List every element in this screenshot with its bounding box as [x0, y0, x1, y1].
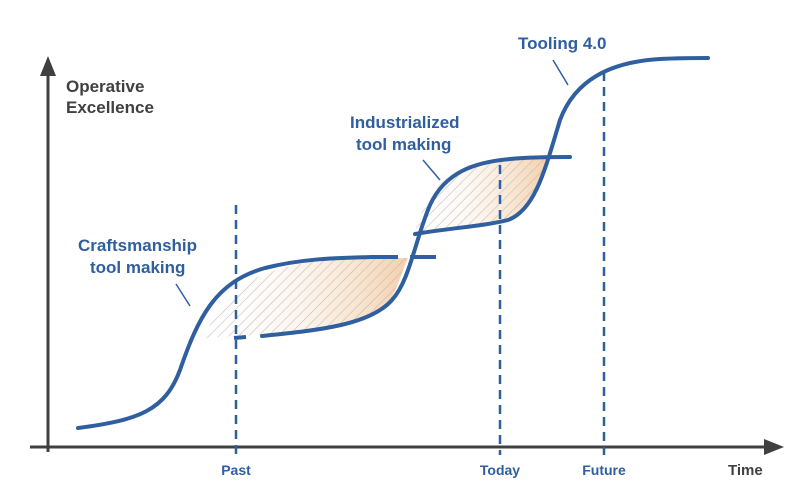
craftsmanship-label-line1: Craftsmanship	[78, 236, 197, 255]
industrialized-callout-line	[422, 159, 441, 181]
x-axis	[30, 439, 784, 455]
gap-region-past	[205, 258, 408, 338]
industrialized-label-line1: Industrialized	[350, 113, 460, 132]
industrialized-label-line2: tool making	[356, 135, 451, 154]
craftsmanship-label-line2: tool making	[90, 258, 185, 277]
industrialized-curve-start	[233, 335, 247, 340]
y-axis	[40, 56, 56, 452]
y-axis-title-line1: Operative	[66, 77, 144, 96]
today-label: Today	[480, 462, 520, 478]
future-label: Future	[582, 462, 626, 478]
x-axis-arrow-icon	[764, 439, 784, 455]
tooling40-curve	[413, 56, 710, 236]
industrialized-curve	[260, 155, 572, 338]
tooling40-callout-line	[552, 59, 569, 86]
craftsmanship-callout-line	[175, 283, 191, 307]
gap-region-today	[415, 157, 548, 232]
past-label: Past	[221, 462, 251, 478]
craftsmanship-curve	[76, 255, 374, 430]
y-axis-title-line2: Excellence	[66, 98, 154, 117]
y-axis-arrow-icon	[40, 56, 56, 76]
x-axis-title: Time	[728, 462, 763, 479]
tooling40-label: Tooling 4.0	[518, 34, 606, 53]
